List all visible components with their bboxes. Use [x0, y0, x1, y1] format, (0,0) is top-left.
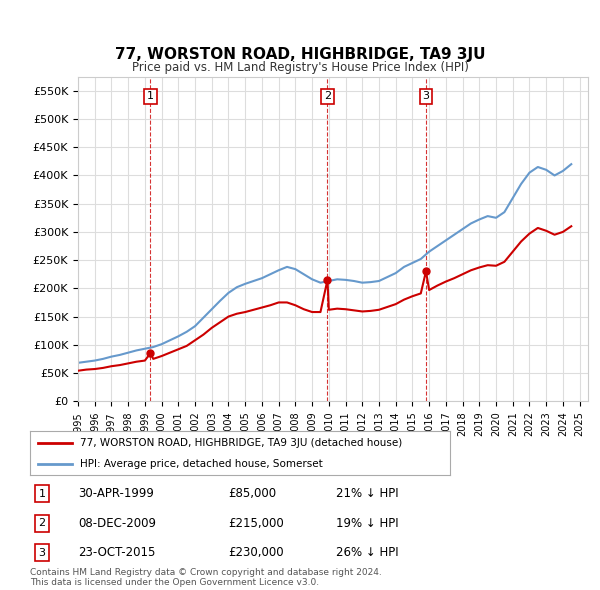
Text: 23-OCT-2015: 23-OCT-2015	[78, 546, 155, 559]
Text: 26% ↓ HPI: 26% ↓ HPI	[336, 546, 398, 559]
Text: £85,000: £85,000	[228, 487, 276, 500]
Text: 30-APR-1999: 30-APR-1999	[78, 487, 154, 500]
Text: 08-DEC-2009: 08-DEC-2009	[78, 517, 156, 530]
Text: £215,000: £215,000	[228, 517, 284, 530]
Text: HPI: Average price, detached house, Somerset: HPI: Average price, detached house, Some…	[80, 459, 323, 469]
Text: 2: 2	[324, 91, 331, 101]
Text: 77, WORSTON ROAD, HIGHBRIDGE, TA9 3JU (detached house): 77, WORSTON ROAD, HIGHBRIDGE, TA9 3JU (d…	[80, 438, 403, 448]
Text: 1: 1	[147, 91, 154, 101]
Text: 19% ↓ HPI: 19% ↓ HPI	[336, 517, 398, 530]
Text: Contains HM Land Registry data © Crown copyright and database right 2024.
This d: Contains HM Land Registry data © Crown c…	[30, 568, 382, 587]
Text: 1: 1	[38, 489, 46, 499]
Text: Price paid vs. HM Land Registry's House Price Index (HPI): Price paid vs. HM Land Registry's House …	[131, 61, 469, 74]
Text: 3: 3	[38, 548, 46, 558]
Text: 77, WORSTON ROAD, HIGHBRIDGE, TA9 3JU: 77, WORSTON ROAD, HIGHBRIDGE, TA9 3JU	[115, 47, 485, 62]
Text: 21% ↓ HPI: 21% ↓ HPI	[336, 487, 398, 500]
Text: 2: 2	[38, 519, 46, 528]
Text: £230,000: £230,000	[228, 546, 284, 559]
Text: 3: 3	[422, 91, 430, 101]
